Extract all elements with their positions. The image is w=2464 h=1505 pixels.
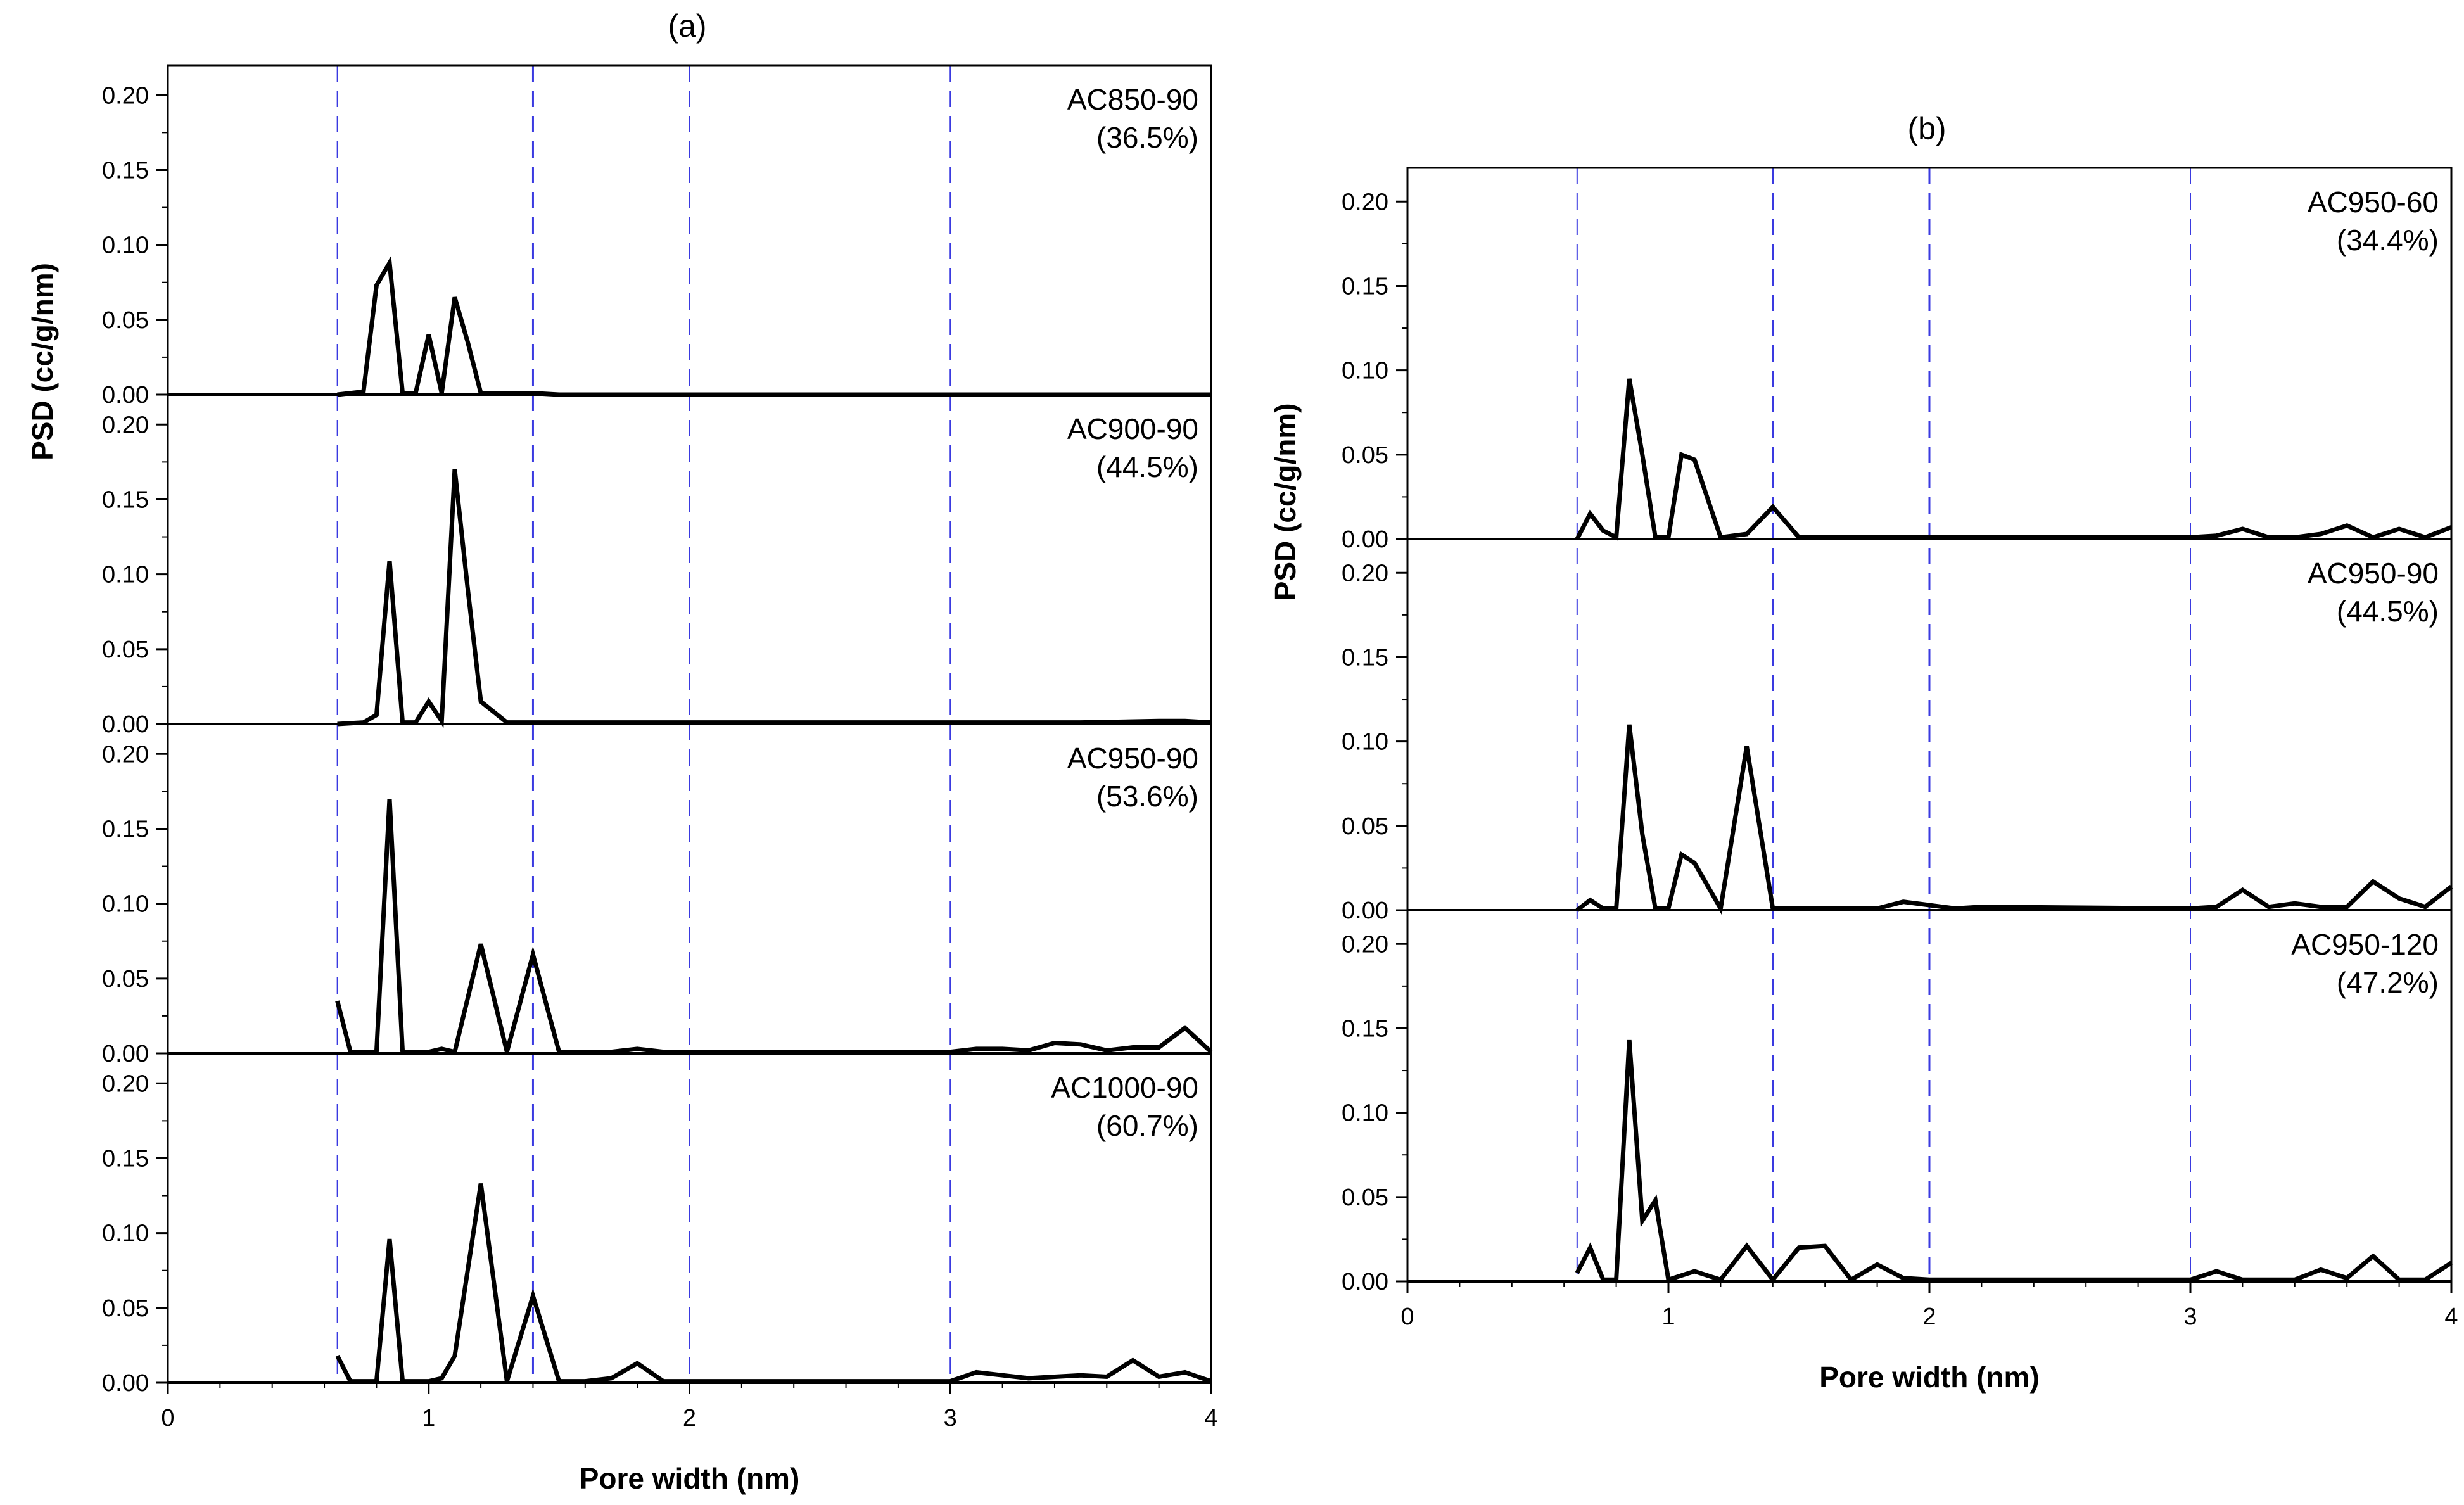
y-tick-label: 0.20 <box>102 82 149 109</box>
y-axis-title: PSD (cc/g/nm) <box>1269 403 1302 600</box>
series-line <box>1575 1039 2453 1283</box>
y-tick-label: 0.15 <box>102 1145 149 1172</box>
y-tick-label: 0.00 <box>1342 526 1388 553</box>
x-axis-title: Pore width (nm) <box>1819 1361 2040 1394</box>
y-tick-label: 0.20 <box>102 741 149 768</box>
y-tick-label: 0.05 <box>1342 813 1388 840</box>
series-burnoff: (53.6%) <box>1096 780 1198 813</box>
y-tick-label: 0.05 <box>102 1295 149 1322</box>
series-line <box>1575 724 2453 915</box>
series-line <box>337 469 1212 728</box>
series-burnoff: (34.4%) <box>2337 224 2439 257</box>
x-tick-label: 1 <box>422 1405 435 1432</box>
series-line <box>337 255 1211 397</box>
y-tick-label: 0.20 <box>1342 189 1388 215</box>
x-axis-title: Pore width (nm) <box>580 1462 800 1495</box>
y-tick-label: 0.15 <box>102 486 149 513</box>
series-line <box>335 1183 1212 1384</box>
series-name: AC950-120 <box>2291 928 2439 961</box>
y-tick-label: 0.00 <box>1342 898 1388 924</box>
y-tick-label: 0.10 <box>102 232 149 259</box>
y-tick-label: 0.00 <box>102 1041 149 1067</box>
y-tick-label: 0.05 <box>102 637 149 663</box>
y-tick-label: 0.00 <box>1342 1269 1388 1295</box>
y-tick-label: 0.10 <box>1342 729 1388 756</box>
x-tick-label: 3 <box>944 1405 957 1432</box>
y-tick-label: 0.20 <box>102 412 149 438</box>
panel-label: (a) <box>668 8 706 44</box>
x-tick-label: 0 <box>161 1405 174 1432</box>
series-name: AC900-90 <box>1067 412 1198 445</box>
y-tick-label: 0.00 <box>102 382 149 409</box>
x-tick-label: 4 <box>2444 1304 2458 1330</box>
y-tick-label: 0.00 <box>102 711 149 738</box>
y-tick-label: 0.10 <box>102 891 149 918</box>
y-axis-title: PSD (cc/g/nm) <box>26 263 59 460</box>
y-tick-label: 0.05 <box>1342 1184 1388 1211</box>
y-tick-label: 0.10 <box>1342 1100 1388 1127</box>
series-burnoff: (47.2%) <box>2337 966 2439 999</box>
series-burnoff: (36.5%) <box>1096 121 1198 154</box>
y-tick-label: 0.15 <box>1342 1015 1388 1042</box>
series-name: AC950-60 <box>2308 186 2439 219</box>
y-tick-label: 0.20 <box>102 1070 149 1097</box>
y-tick-label: 0.15 <box>102 157 149 184</box>
y-tick-label: 0.10 <box>102 562 149 588</box>
y-tick-label: 0.15 <box>1342 273 1388 300</box>
series-line <box>335 799 1213 1055</box>
series-name: AC850-90 <box>1067 83 1198 116</box>
x-tick-label: 2 <box>683 1405 696 1432</box>
y-tick-label: 0.20 <box>1342 931 1388 958</box>
y-tick-label: 0.10 <box>102 1221 149 1247</box>
series-burnoff: (44.5%) <box>2337 595 2439 628</box>
panel-b: (b) 0.00 0.05 0.10 0.15 0.20 AC950-60 (34.4%) 0.… <box>1269 111 2458 1394</box>
panel-label: (b) <box>1907 111 1946 146</box>
y-tick-label: 0.00 <box>102 1370 149 1397</box>
series-name: AC950-90 <box>2308 557 2439 590</box>
panel-a: (a) 0.00 0.05 0.10 0.15 0.20 AC850-90 (36.5%) 0.… <box>26 8 1218 1495</box>
x-tick-label: 1 <box>1661 1304 1675 1330</box>
x-tick-label: 2 <box>1922 1304 1936 1330</box>
series-line <box>1575 378 2453 541</box>
series-burnoff: (60.7%) <box>1096 1109 1198 1142</box>
y-tick-label: 0.05 <box>102 966 149 993</box>
y-tick-label: 0.05 <box>1342 442 1388 469</box>
series-name: AC1000-90 <box>1051 1071 1198 1104</box>
series-burnoff: (44.5%) <box>1096 450 1198 483</box>
y-tick-label: 0.10 <box>1342 358 1388 384</box>
series-name: AC950-90 <box>1067 742 1198 775</box>
y-tick-label: 0.20 <box>1342 560 1388 587</box>
x-tick-label: 3 <box>2183 1304 2197 1330</box>
x-tick-label: 0 <box>1400 1304 1414 1330</box>
y-tick-label: 0.15 <box>102 816 149 842</box>
y-tick-label: 0.15 <box>1342 644 1388 671</box>
x-tick-label: 4 <box>1204 1405 1217 1432</box>
y-tick-label: 0.05 <box>102 307 149 334</box>
